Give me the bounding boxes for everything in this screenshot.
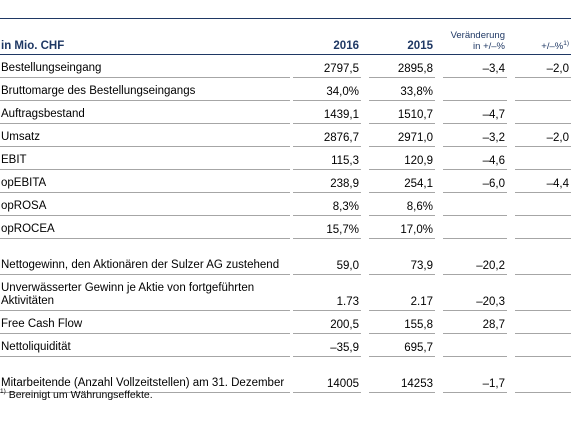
cell-2015: 33,8% [369, 77, 435, 101]
row-label: Bestellungseingang [0, 54, 290, 78]
cell-2016: 2876,7 [293, 123, 361, 147]
table-row: Bruttomarge des Bestellungseingangs 34,0%… [0, 77, 571, 101]
row-label: Unverwässerter Gewinn je Aktie von fortg… [0, 274, 290, 311]
cell-change-fx [515, 192, 571, 216]
cell-2015: 73,9 [369, 238, 435, 275]
cell-change [443, 192, 507, 216]
cell-change-fx [515, 238, 571, 275]
table-row: Bestellungseingang 2797,5 2895,8 –3,4 –2,0 [0, 54, 571, 78]
cell-change-fx [515, 310, 571, 334]
table-body: Bestellungseingang 2797,5 2895,8 –3,4 –2,0 Br… [0, 54, 571, 393]
cell-2015: 254,1 [369, 169, 435, 193]
row-label: Nettogewinn, den Aktionären der Sulzer A… [0, 238, 290, 275]
cell-2015: 14253 [369, 356, 435, 393]
key-figures-table: in Mio. CHF 2016 2015 Veränderung in +/–… [0, 18, 571, 393]
cell-2016: 14005 [293, 356, 361, 393]
cell-change: –4,7 [443, 100, 507, 124]
cell-change-fx [515, 146, 571, 170]
table-row: Nettogewinn, den Aktionären der Sulzer A… [0, 238, 571, 275]
cell-change-fx [515, 356, 571, 393]
row-label: opEBITA [0, 169, 290, 193]
row-label: Free Cash Flow [0, 310, 290, 334]
header-change-line2: in +/–% [473, 41, 505, 52]
table-row: Auftragsbestand 1439,1 1510,7 –4,7 [0, 100, 571, 124]
cell-change-fx [515, 215, 571, 239]
footnote: 1) Bereinigt um Währungseffekte. [0, 388, 153, 401]
header-unit: in Mio. CHF [0, 18, 290, 55]
cell-change-fx [515, 274, 571, 311]
cell-2016: –35,9 [293, 333, 361, 357]
row-label: opROSA [0, 192, 290, 216]
cell-2015: 120,9 [369, 146, 435, 170]
cell-change-fx [515, 333, 571, 357]
cell-change: –1,7 [443, 356, 507, 393]
cell-2015: 8,6% [369, 192, 435, 216]
cell-change [443, 215, 507, 239]
table-row: opROSA 8,3% 8,6% [0, 192, 571, 216]
row-label: Umsatz [0, 123, 290, 147]
row-label: Mitarbeitende (Anzahl Vollzeitstellen) a… [0, 356, 290, 393]
table-row: Umsatz 2876,7 2971,0 –3,2 –2,0 [0, 123, 571, 147]
table-row: Free Cash Flow 200,5 155,8 28,7 [0, 310, 571, 334]
table-row: Mitarbeitende (Anzahl Vollzeitstellen) a… [0, 356, 571, 393]
header-change-line1: Veränderung [450, 30, 505, 41]
cell-change-fx [515, 100, 571, 124]
cell-2016: 8,3% [293, 192, 361, 216]
table-row: Nettoliquidität –35,9 695,7 [0, 333, 571, 357]
row-label: EBIT [0, 146, 290, 170]
footnote-text: Bereinigt um Währungseffekte. [8, 389, 153, 401]
cell-change: –20,3 [443, 274, 507, 311]
header-change-fx-note: 1) [563, 40, 569, 47]
cell-change [443, 77, 507, 101]
cell-2015: 1510,7 [369, 100, 435, 124]
header-year-2016: 2016 [293, 18, 361, 55]
cell-change: –3,4 [443, 54, 507, 78]
header-change-fx: +/–%1) [515, 18, 571, 55]
cell-change: –4,6 [443, 146, 507, 170]
cell-2015: 17,0% [369, 215, 435, 239]
table-header: in Mio. CHF 2016 2015 Veränderung in +/–… [0, 18, 571, 55]
table-row: Unverwässerter Gewinn je Aktie von fortg… [0, 274, 571, 311]
cell-2015: 155,8 [369, 310, 435, 334]
table-row: opROCEA 15,7% 17,0% [0, 215, 571, 239]
cell-2016: 1.73 [293, 274, 361, 311]
table-row: opEBITA 238,9 254,1 –6,0 –4,4 [0, 169, 571, 193]
cell-change-fx: –4,4 [515, 169, 571, 193]
cell-2016: 59,0 [293, 238, 361, 275]
cell-2016: 2797,5 [293, 54, 361, 78]
cell-2016: 1439,1 [293, 100, 361, 124]
row-label: Nettoliquidität [0, 333, 290, 357]
cell-change-fx: –2,0 [515, 123, 571, 147]
cell-2016: 15,7% [293, 215, 361, 239]
cell-change: –3,2 [443, 123, 507, 147]
cell-change: 28,7 [443, 310, 507, 334]
footnote-marker: 1) [0, 388, 6, 395]
cell-2015: 2.17 [369, 274, 435, 311]
row-label: Auftragsbestand [0, 100, 290, 124]
cell-2016: 115,3 [293, 146, 361, 170]
cell-2015: 2895,8 [369, 54, 435, 78]
header-year-2015: 2015 [369, 18, 435, 55]
cell-2015: 2971,0 [369, 123, 435, 147]
cell-change-fx [515, 77, 571, 101]
cell-change: –20,2 [443, 238, 507, 275]
cell-2016: 34,0% [293, 77, 361, 101]
table-row: EBIT 115,3 120,9 –4,6 [0, 146, 571, 170]
cell-change [443, 333, 507, 357]
cell-2016: 238,9 [293, 169, 361, 193]
cell-2015: 695,7 [369, 333, 435, 357]
header-change-fx-label: +/–% [541, 41, 564, 52]
cell-2016: 200,5 [293, 310, 361, 334]
row-label: Bruttomarge des Bestellungseingangs [0, 77, 290, 101]
cell-change: –6,0 [443, 169, 507, 193]
row-label: opROCEA [0, 215, 290, 239]
cell-change-fx: –2,0 [515, 54, 571, 78]
header-change: Veränderung in +/–% [443, 18, 507, 55]
